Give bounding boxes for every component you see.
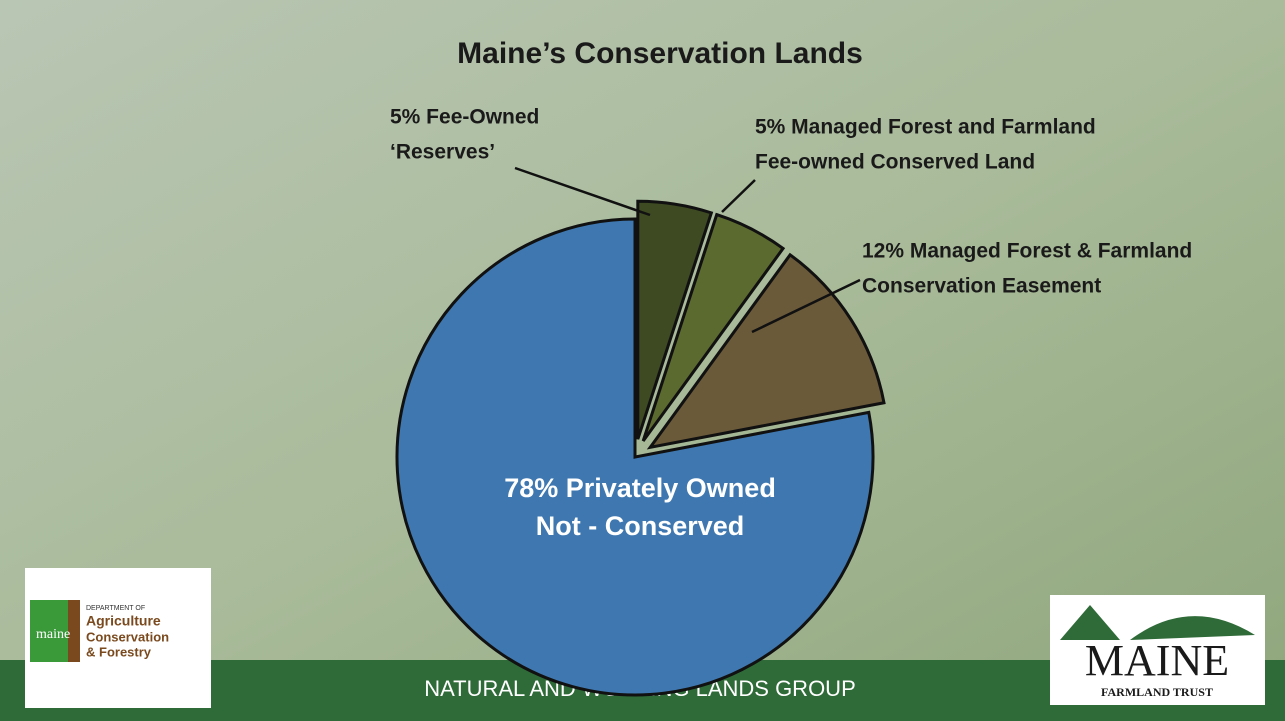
logo-text: Agriculture bbox=[86, 613, 161, 629]
slice-label: ‘Reserves’ bbox=[390, 141, 495, 164]
slice-label: 5% Managed Forest and Farmland bbox=[755, 116, 1096, 139]
slice-label: 78% Privately Owned bbox=[504, 473, 776, 503]
slice-label: Fee-owned Conserved Land bbox=[755, 151, 1035, 174]
logo-text: & Forestry bbox=[86, 644, 152, 659]
chart-title: Maine’s Conservation Lands bbox=[457, 37, 863, 70]
slice-label: 12% Managed Forest & Farmland bbox=[862, 240, 1192, 263]
right-logo: MAINE FARMLAND TRUST bbox=[1050, 595, 1265, 705]
logo-text: Conservation bbox=[86, 629, 169, 644]
slice-label: 5% Fee-Owned bbox=[390, 106, 539, 129]
logo-text: MAINE bbox=[1085, 636, 1229, 685]
logo-text: DEPARTMENT OF bbox=[86, 605, 145, 612]
logo-text: maine bbox=[36, 627, 70, 642]
slide: NATURAL AND WORKING LANDS GROUP Maine’s … bbox=[0, 0, 1285, 721]
logo-text: FARMLAND TRUST bbox=[1101, 685, 1213, 699]
slice-label: Conservation Easement bbox=[862, 275, 1101, 298]
left-logo: DEPARTMENT OF maine Agriculture Conserva… bbox=[25, 568, 211, 708]
slice-label: Not - Conserved bbox=[536, 511, 745, 541]
